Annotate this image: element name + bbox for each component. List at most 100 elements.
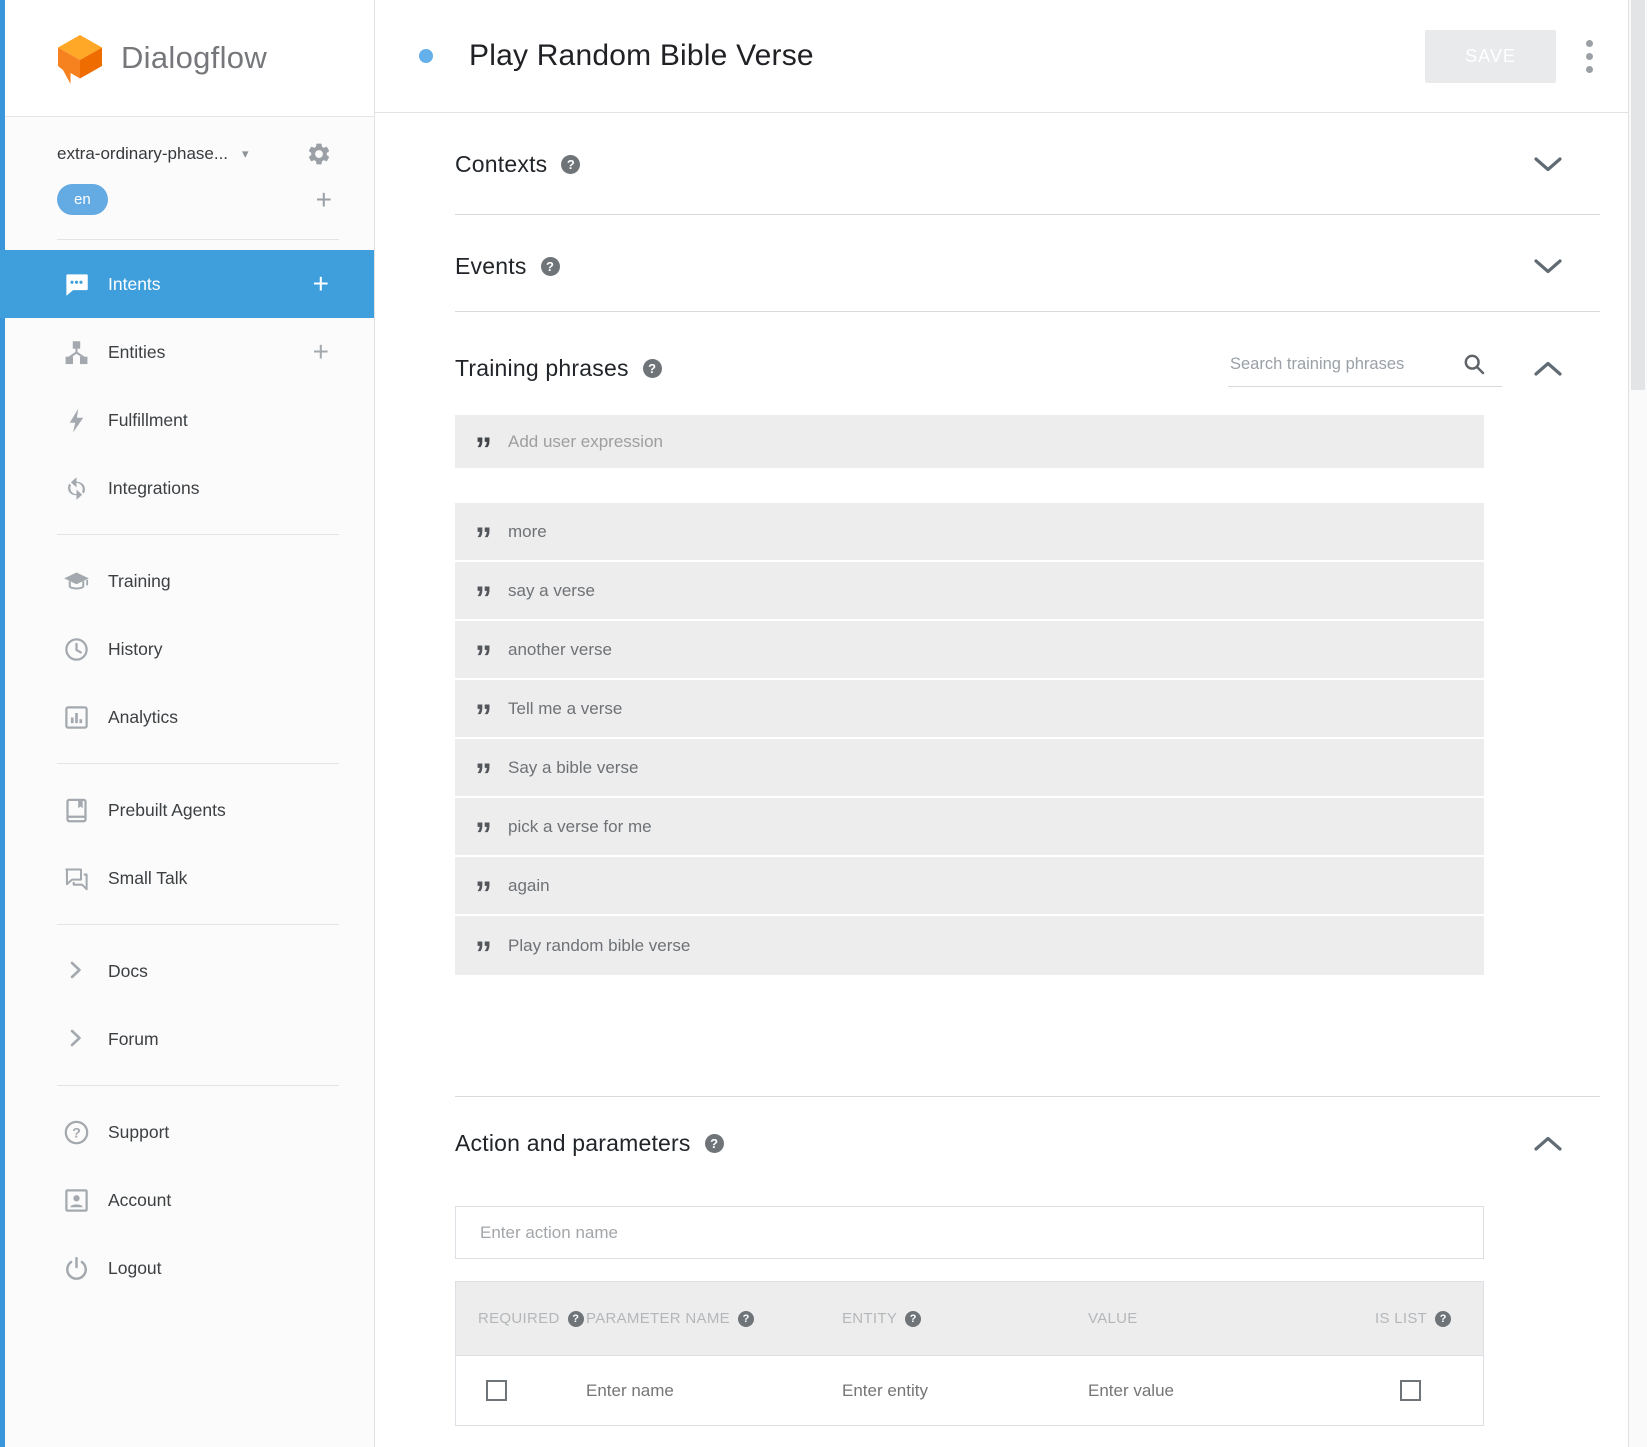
training-phrase-text: say a verse [508,580,595,600]
col-parameter-name: PARAMETER NAME [586,1310,730,1327]
search-input[interactable] [1230,354,1448,374]
required-help-icon[interactable]: ? [567,1310,584,1327]
training-phrases-search[interactable] [1228,350,1502,387]
col-value: VALUE [1088,1310,1138,1327]
parameter-value-input[interactable] [1088,1380,1288,1401]
search-icon[interactable] [1462,352,1486,376]
add-language-button[interactable]: + [315,183,332,215]
save-button[interactable]: SAVE [1425,29,1556,83]
training-phrase-row[interactable]: ” pick a verse for me [455,798,1484,857]
training-phrase-text: again [508,875,550,895]
training-phrase-text: pick a verse for me [508,816,652,836]
add-user-expression-input[interactable] [508,431,1484,452]
agent-settings-gear-icon[interactable] [306,141,332,167]
action-name-field[interactable] [455,1206,1484,1259]
quote-icon: ” [475,430,492,469]
sidebar-item-history[interactable]: History [5,615,374,683]
quote-icon: ” [475,934,492,973]
quote-icon: ” [475,697,492,736]
sidebar-item-docs[interactable]: Docs [5,937,374,1005]
sidebar-item-support[interactable]: ? Support [5,1098,374,1166]
parameter-name-input[interactable] [586,1380,786,1401]
action-name-input[interactable] [480,1222,1459,1243]
training-phrases-collapse-chevron-up-icon[interactable] [1534,361,1562,376]
sidebar-item-entities[interactable]: Entities + [5,318,374,386]
sidebar-item-prebuilt-agents[interactable]: Prebuilt Agents [5,776,374,844]
svg-text:?: ? [72,1124,81,1140]
training-phrase-row[interactable]: ” another verse [455,621,1484,680]
sidebar-item-label: Prebuilt Agents [108,799,226,820]
parameter-name-help-icon[interactable]: ? [737,1310,754,1327]
training-phrase-row[interactable]: ” Play random bible verse [455,916,1484,975]
training-phrase-row[interactable]: ” Tell me a verse [455,680,1484,739]
sidebar: Dialogflow extra-ordinary-phase... ▾ en … [0,0,375,1447]
prebuilt-agents-book-icon [63,797,90,824]
sidebar-item-label: Small Talk [108,867,188,888]
intent-content: Contexts ? Events ? Training phrases ? [375,113,1647,1447]
training-phrase-row[interactable]: ” more [455,503,1484,562]
sidebar-item-training[interactable]: Training [5,547,374,615]
training-phrases-list: ” more ” say a verse ” another verse ” T… [455,503,1484,975]
contexts-expand-chevron-down-icon[interactable] [1534,157,1562,172]
training-phrase-row[interactable]: ” say a verse [455,562,1484,621]
quote-icon: ” [475,520,492,559]
sidebar-item-logout[interactable]: Logout [5,1234,374,1302]
fulfillment-bolt-icon [63,407,90,434]
is-list-checkbox[interactable] [1400,1380,1421,1401]
action-title: Action and parameters [455,1130,691,1156]
is-list-help-icon[interactable]: ? [1435,1310,1452,1327]
col-is-list: IS LIST [1375,1310,1428,1327]
parameter-entity-input[interactable] [842,1380,1032,1401]
sidebar-item-forum[interactable]: Forum [5,1005,374,1073]
agent-name[interactable]: extra-ordinary-phase... [57,144,229,163]
contexts-help-icon[interactable]: ? [561,155,581,174]
events-help-icon[interactable]: ? [540,257,560,276]
sidebar-item-account[interactable]: Account [5,1166,374,1234]
integrations-sync-icon [63,475,90,502]
sidebar-item-intents[interactable]: Intents + [0,250,374,318]
entity-help-icon[interactable]: ? [905,1310,922,1327]
action-collapse-chevron-up-icon[interactable] [1534,1136,1562,1151]
contexts-title: Contexts [455,151,548,177]
divider [57,534,339,535]
add-user-expression-field[interactable]: ” [455,415,1484,468]
agent-selector[interactable]: extra-ordinary-phase... ▾ [57,141,332,167]
scrollbar-thumb[interactable] [1631,0,1645,390]
divider [455,1096,1600,1097]
sidebar-item-integrations[interactable]: Integrations [5,454,374,522]
history-clock-icon [63,636,90,663]
sidebar-item-analytics[interactable]: Analytics [5,683,374,751]
sidebar-item-label: Analytics [108,706,179,727]
agent-dropdown-caret-icon[interactable]: ▾ [242,146,249,161]
left-accent-strip [0,0,5,1447]
language-badge[interactable]: en [57,184,108,215]
divider [57,924,339,925]
events-expand-chevron-down-icon[interactable] [1534,259,1562,274]
language-row: en + [57,184,332,215]
account-person-icon [63,1187,90,1214]
intent-header: Play Random Bible Verse SAVE [375,0,1647,113]
divider [57,1085,339,1086]
more-options-icon[interactable] [1582,36,1597,77]
training-phrase-row[interactable]: ” Say a bible verse [455,739,1484,798]
parameter-row [456,1356,1483,1425]
sidebar-item-label: Logout [108,1257,162,1278]
training-phrase-row[interactable]: ” again [455,857,1484,916]
logo-text: Dialogflow [121,40,268,75]
required-checkbox[interactable] [486,1380,507,1401]
sidebar-item-label: Training [108,570,171,591]
vertical-scrollbar[interactable] [1628,0,1647,1447]
dialogflow-logo-icon [53,31,107,85]
sidebar-item-label: Fulfillment [108,409,188,430]
add-entity-button[interactable]: + [312,336,329,367]
action-help-icon[interactable]: ? [704,1134,724,1153]
support-help-icon: ? [63,1119,90,1146]
sidebar-item-label: Intents [108,273,161,294]
sidebar-item-fulfillment[interactable]: Fulfillment [5,386,374,454]
training-phrases-help-icon[interactable]: ? [642,359,662,378]
training-graduation-cap-icon [63,568,90,595]
add-intent-button[interactable]: + [312,268,329,299]
quote-icon: ” [475,638,492,677]
sidebar-item-small-talk[interactable]: Small Talk [5,844,374,912]
